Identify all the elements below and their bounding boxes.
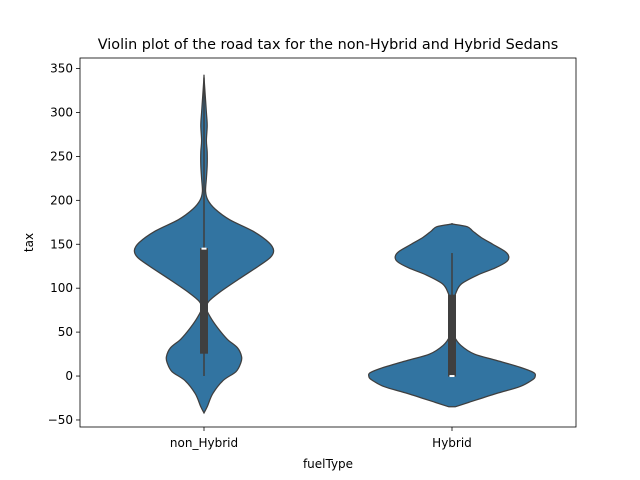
median-Hybrid: [449, 375, 455, 378]
y-tick-label: −50: [48, 413, 73, 427]
y-tick-label: 50: [58, 325, 73, 339]
y-axis: −50 0 50 100 150 200 250 300 350: [48, 62, 80, 427]
x-axis-label: fuelType: [303, 457, 353, 471]
y-tick-label: 250: [50, 149, 73, 163]
y-tick-label: 0: [65, 369, 73, 383]
x-tick-label: Hybrid: [432, 436, 472, 450]
box-Hybrid: [448, 294, 456, 377]
x-tick-label: non_Hybrid: [170, 436, 238, 450]
chart-title: Violin plot of the road tax for the non-…: [98, 37, 559, 53]
median-non_Hybrid: [201, 247, 207, 250]
y-tick-label: 350: [50, 62, 73, 76]
y-tick-label: 100: [50, 281, 73, 295]
violins-layer: [133, 74, 537, 415]
y-tick-label: 200: [50, 193, 73, 207]
y-axis-label: tax: [22, 233, 36, 252]
plot-frame: [79, 57, 577, 428]
box-non_Hybrid: [200, 248, 208, 354]
x-axis: non_Hybrid Hybrid: [170, 427, 472, 450]
y-tick-label: 150: [50, 237, 73, 251]
y-tick-label: 300: [50, 105, 73, 119]
boxes-layer: [200, 77, 456, 378]
